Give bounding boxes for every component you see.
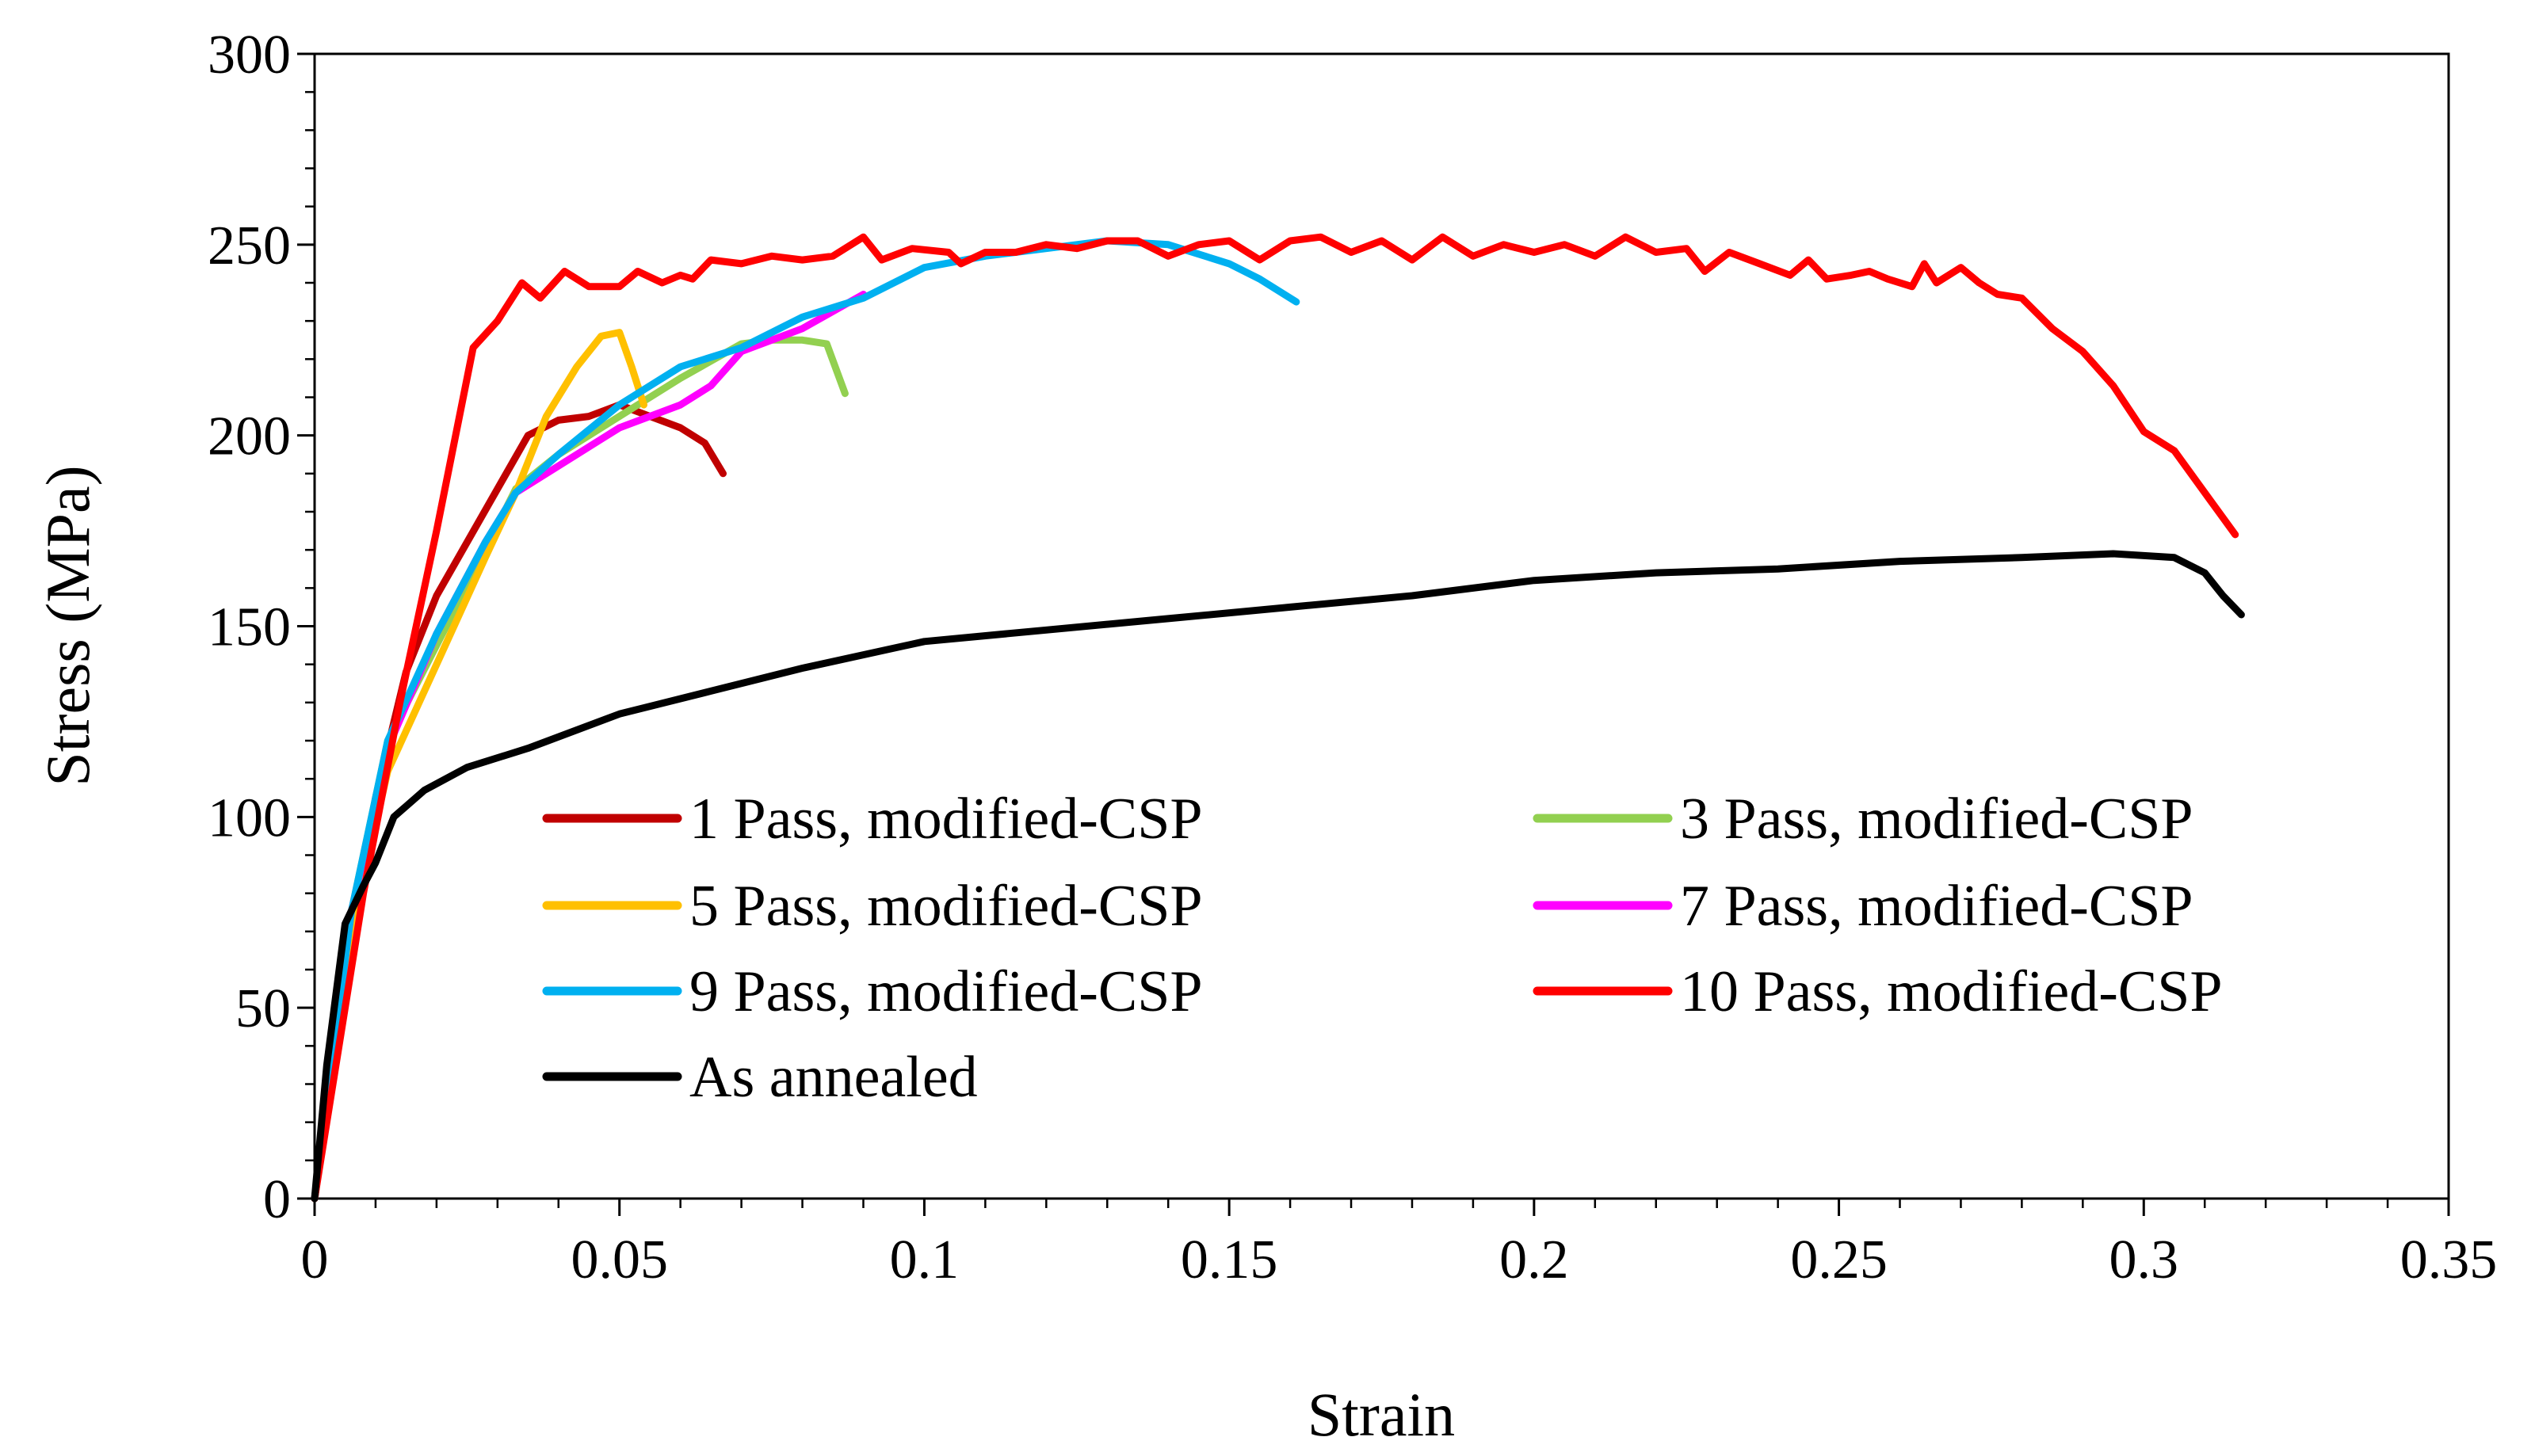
y-tick-label: 50 bbox=[235, 978, 291, 1039]
x-tick-label: 0.1 bbox=[890, 1229, 960, 1290]
series-line-9-pass-modified-csp bbox=[311, 237, 1300, 1203]
x-tick-label: 0 bbox=[301, 1229, 329, 1290]
x-tick-label: 0.15 bbox=[1181, 1229, 1278, 1290]
y-axis-title: Stress (MPa) bbox=[33, 465, 102, 786]
x-axis-title: Strain bbox=[1308, 1380, 1455, 1449]
y-tick-label: 100 bbox=[208, 787, 291, 848]
x-tick-label: 0.2 bbox=[1499, 1229, 1569, 1290]
series-line-10-pass-modified-csp bbox=[311, 233, 2239, 1203]
y-tick-label: 200 bbox=[208, 406, 291, 467]
y-tick-label: 0 bbox=[263, 1169, 291, 1230]
legend-label: 7 Pass, modified-CSP bbox=[1680, 874, 2193, 939]
legend-label: 5 Pass, modified-CSP bbox=[689, 874, 1203, 939]
y-tick-label: 300 bbox=[208, 25, 291, 86]
y-tick-label: 250 bbox=[208, 215, 291, 276]
legend: 1 Pass, modified-CSP 3 Pass, modified-CSP… bbox=[542, 787, 2223, 1110]
legend-label: 1 Pass, modified-CSP bbox=[689, 787, 1203, 852]
legend-label: 10 Pass, modified-CSP bbox=[1680, 959, 2223, 1024]
legend-label: 9 Pass, modified-CSP bbox=[689, 959, 1203, 1024]
legend-label: 3 Pass, modified-CSP bbox=[1680, 787, 2193, 852]
axes-layer: 0 50 100 150 200 250 300 0 0.05 0.1 0.15 0.2 0.25 0.3… bbox=[208, 25, 2497, 1290]
legend-label: As annealed bbox=[689, 1045, 978, 1110]
plot-area-border bbox=[313, 52, 2450, 1200]
series-line-as-annealed bbox=[311, 550, 2245, 1203]
x-tick-label: 0.35 bbox=[2400, 1229, 2498, 1290]
x-tick-label: 0.3 bbox=[2109, 1229, 2179, 1290]
y-tick-label: 150 bbox=[208, 597, 291, 658]
x-tick-label: 0.25 bbox=[1790, 1229, 1888, 1290]
x-tick-label: 0.05 bbox=[571, 1229, 668, 1290]
series-layer bbox=[311, 233, 2245, 1203]
